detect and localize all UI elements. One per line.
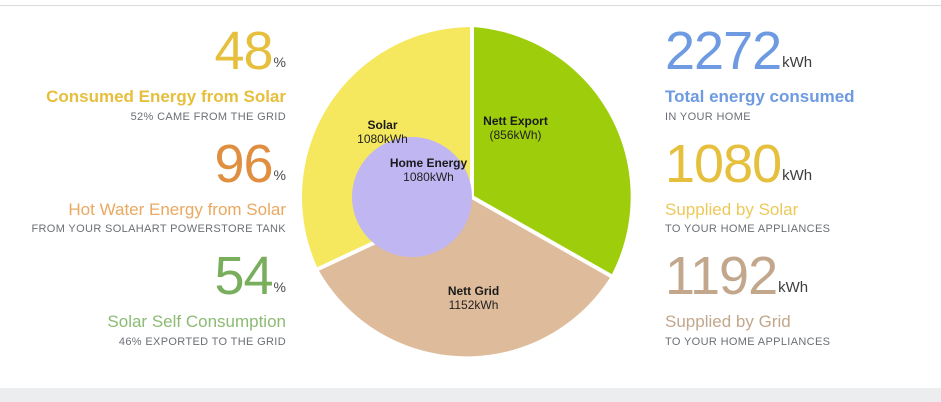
stat-value: 48 bbox=[214, 21, 273, 81]
stat-sublabel: 46% EXPORTED TO THE GRID bbox=[118, 335, 286, 348]
stat-sublabel: IN YOUR HOME bbox=[665, 110, 751, 123]
top-divider bbox=[0, 5, 941, 6]
energy-pie-chart: Nett Export (856kWh) Nett Grid 1152kWh S… bbox=[301, 6, 641, 388]
stat-value: 54 bbox=[214, 246, 273, 307]
stat-label: Solar Self Consumption bbox=[107, 312, 286, 332]
stat-label: Supplied by Grid bbox=[665, 312, 791, 332]
pie-slice-nett-export[interactable] bbox=[471, 27, 631, 276]
stat-label: Total energy consumed bbox=[665, 87, 855, 106]
stat-unit: kWh bbox=[778, 279, 809, 297]
stat-value-row: 54 % bbox=[107, 249, 286, 303]
stat-label: Consumed Energy from Solar bbox=[46, 87, 286, 106]
left-stats-column: 48 % Consumed Energy from Solar 52% CAME… bbox=[0, 6, 300, 354]
stat-sublabel: TO YOUR HOME APPLIANCES bbox=[665, 223, 831, 236]
stat-hot-water-energy-from-solar: 96 % Hot Water Energy from Solar FROM YO… bbox=[31, 137, 286, 236]
stat-value-row: 1080 kWh bbox=[665, 137, 830, 191]
pie-overlay-home-energy[interactable] bbox=[351, 137, 472, 257]
stat-unit: % bbox=[273, 54, 286, 70]
stat-value: 96 bbox=[214, 133, 273, 194]
footer-strip bbox=[0, 388, 941, 402]
stat-sublabel: FROM YOUR SOLAHART POWERSTORE TANK bbox=[31, 223, 286, 236]
stat-value: 1080 bbox=[665, 133, 782, 194]
stat-sublabel: 52% CAME FROM THE GRID bbox=[130, 110, 286, 123]
stat-supplied-by-grid: 1192 kWh Supplied by Grid TO YOUR HOME A… bbox=[665, 249, 830, 348]
stat-unit: kWh bbox=[782, 166, 813, 184]
stat-consumed-energy-from-solar: 48 % Consumed Energy from Solar 52% CAME… bbox=[46, 24, 286, 123]
stat-value-row: 1192 kWh bbox=[665, 249, 830, 303]
stat-label: Supplied by Solar bbox=[665, 199, 799, 219]
right-stats-column: 2272 kWh Total energy consumed IN YOUR H… bbox=[641, 6, 941, 354]
stat-total-energy-consumed: 2272 kWh Total energy consumed IN YOUR H… bbox=[665, 24, 855, 123]
stat-value: 1192 bbox=[665, 246, 778, 307]
stat-sublabel: TO YOUR HOME APPLIANCES bbox=[665, 335, 831, 348]
stat-value: 2272 bbox=[665, 21, 782, 81]
stat-unit: % bbox=[273, 279, 286, 296]
stat-value-row: 96 % bbox=[31, 137, 286, 191]
stat-unit: % bbox=[273, 166, 286, 183]
stat-supplied-by-solar: 1080 kWh Supplied by Solar TO YOUR HOME … bbox=[665, 137, 830, 236]
stat-unit: kWh bbox=[782, 54, 813, 71]
stat-value-row: 48 % bbox=[46, 24, 286, 78]
dashboard-body: 48 % Consumed Energy from Solar 52% CAME… bbox=[0, 6, 941, 388]
stat-solar-self-consumption: 54 % Solar Self Consumption 46% EXPORTED… bbox=[107, 249, 286, 348]
pie-chart-svg bbox=[301, 27, 631, 357]
stat-value-row: 2272 kWh bbox=[665, 24, 855, 78]
stat-label: Hot Water Energy from Solar bbox=[68, 199, 286, 219]
